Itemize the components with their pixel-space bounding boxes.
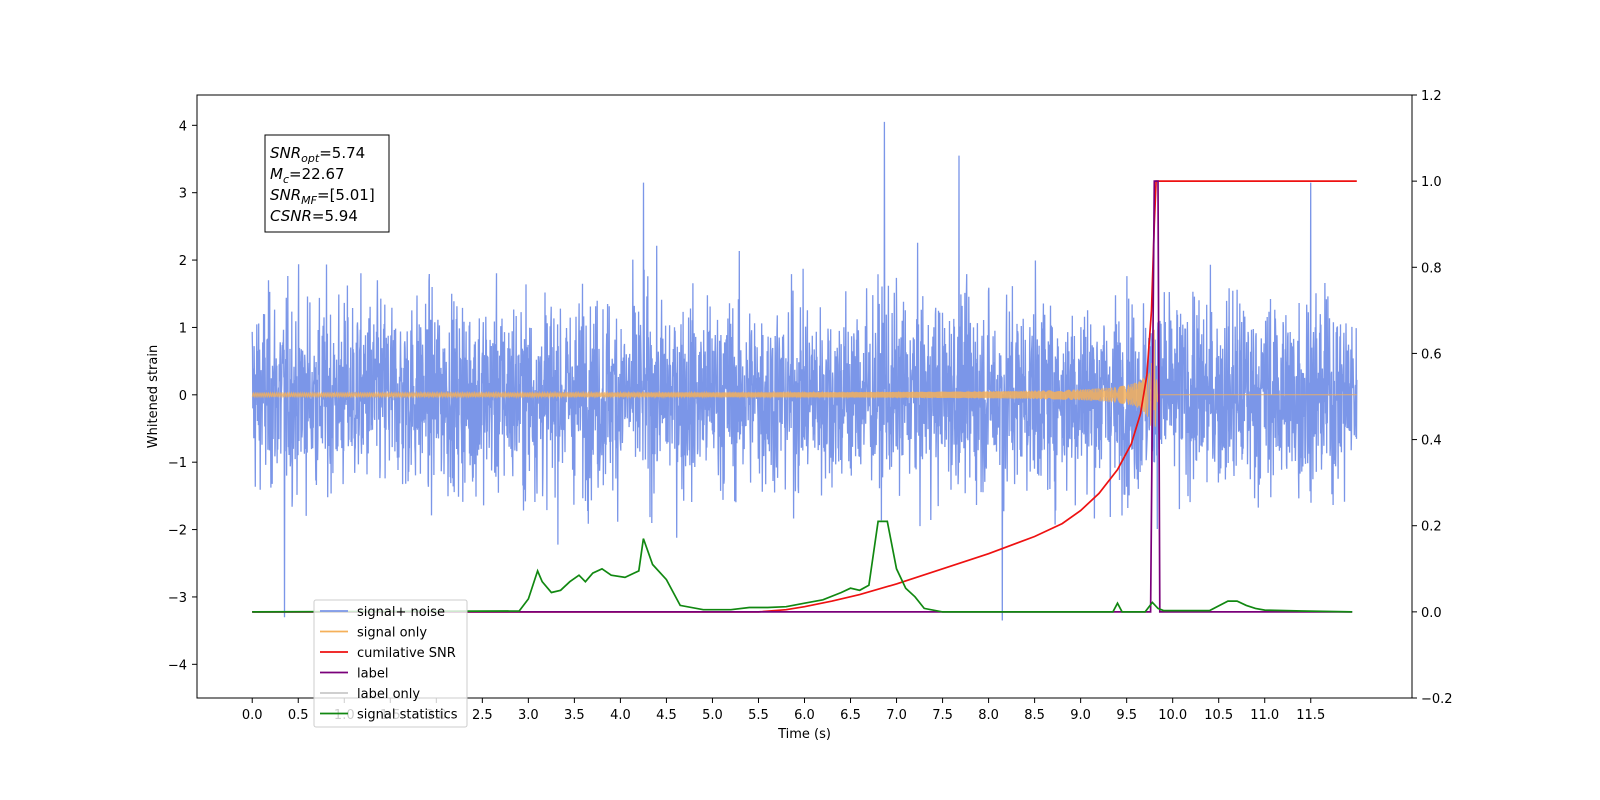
- x-tick-label: 0.0: [242, 708, 263, 723]
- legend-label: cumilative SNR: [357, 646, 456, 661]
- y-tick-label: −3: [168, 591, 187, 606]
- stats-line: SNRopt=5.74: [270, 144, 365, 165]
- series-signal-noise: [251, 121, 1358, 621]
- legend-label: signal only: [357, 626, 427, 641]
- stats-line: SNRMF=[5.01]: [270, 186, 375, 207]
- stats-line: Mc=22.67: [270, 165, 345, 186]
- legend: signal+ noise signal only cumilative SNR la…: [313, 599, 468, 728]
- y2-tick-label: 0.0: [1421, 606, 1442, 621]
- y-tick-label: −1: [168, 456, 187, 471]
- stats-symbol: CSNR: [270, 207, 312, 225]
- y2-tick-label: 0.6: [1421, 347, 1442, 362]
- x-tick-label: 2.5: [472, 708, 493, 723]
- stats-box-frame: [264, 134, 390, 233]
- x-tick-label: 9.0: [1070, 708, 1091, 723]
- x-tick-label: 10.0: [1158, 708, 1187, 723]
- series-signal-only: [251, 329, 1357, 428]
- x-axis-title: Time (s): [777, 727, 831, 742]
- x-tick-label: 9.5: [1116, 708, 1137, 723]
- x-tick-label: 3.0: [518, 708, 539, 723]
- y-axis-right: −0.2 0.0 0.2 0.4 0.6 0.8 1.0 1.2: [1412, 89, 1453, 707]
- y-tick-label: 0: [179, 389, 187, 404]
- y-tick-label: 1: [179, 321, 187, 336]
- x-tick-label: 7.5: [932, 708, 953, 723]
- stats-value: =5.74: [319, 144, 365, 162]
- legend-label: label only: [357, 687, 420, 702]
- x-tick-label: 10.5: [1204, 708, 1233, 723]
- x-tick-label: 6.5: [840, 708, 861, 723]
- y2-tick-label: 0.2: [1421, 520, 1442, 535]
- series-layer: [251, 121, 1358, 621]
- series-signal-statistics: [252, 520, 1353, 613]
- series-cumilative-snr: [252, 180, 1357, 613]
- x-tick-label: 4.0: [610, 708, 631, 723]
- x-tick-label: 3.5: [564, 708, 585, 723]
- x-tick-label: 5.0: [702, 708, 723, 723]
- y-tick-label: 4: [179, 119, 187, 134]
- y2-tick-label: 1.0: [1421, 175, 1442, 190]
- legend-frame: [313, 599, 468, 728]
- legend-label: label: [357, 667, 388, 682]
- stats-symbol: SNR: [270, 186, 301, 204]
- x-tick-label: 11.5: [1296, 708, 1325, 723]
- x-tick-label: 0.5: [288, 708, 309, 723]
- y2-tick-label: −0.2: [1421, 692, 1453, 707]
- y-axis-left: −4 −3 −2 −1 0 1 2 3 4: [168, 119, 197, 673]
- y-tick-label: −2: [168, 524, 187, 539]
- x-tick-label: 8.0: [978, 708, 999, 723]
- y2-tick-label: 0.4: [1421, 434, 1442, 449]
- stats-subscript: c: [283, 173, 289, 186]
- y-tick-label: 3: [179, 187, 187, 202]
- stats-line: CSNR=5.94: [270, 207, 358, 225]
- x-tick-label: 8.5: [1024, 708, 1045, 723]
- x-tick-label: 6.0: [794, 708, 815, 723]
- stats-value: =5.94: [312, 207, 358, 225]
- y-tick-label: 2: [179, 254, 187, 269]
- stats-subscript: opt: [301, 152, 320, 165]
- stats-value: =[5.01]: [317, 186, 375, 204]
- x-tick-label: 7.0: [886, 708, 907, 723]
- legend-label: signal+ noise: [357, 605, 445, 620]
- y2-tick-label: 0.8: [1421, 261, 1442, 276]
- stats-symbol: M: [270, 165, 283, 183]
- stats-symbol: SNR: [270, 144, 301, 162]
- stats-subscript: MF: [301, 194, 317, 207]
- x-tick-label: 11.0: [1250, 708, 1279, 723]
- x-tick-label: 5.5: [748, 708, 769, 723]
- legend-label: signal statistics: [357, 708, 458, 723]
- y-tick-label: −4: [168, 658, 187, 673]
- x-tick-label: 4.5: [656, 708, 677, 723]
- stats-value: =22.67: [289, 165, 345, 183]
- y2-tick-label: 1.2: [1421, 89, 1442, 104]
- y-axis-title: Whitened strain: [146, 345, 161, 448]
